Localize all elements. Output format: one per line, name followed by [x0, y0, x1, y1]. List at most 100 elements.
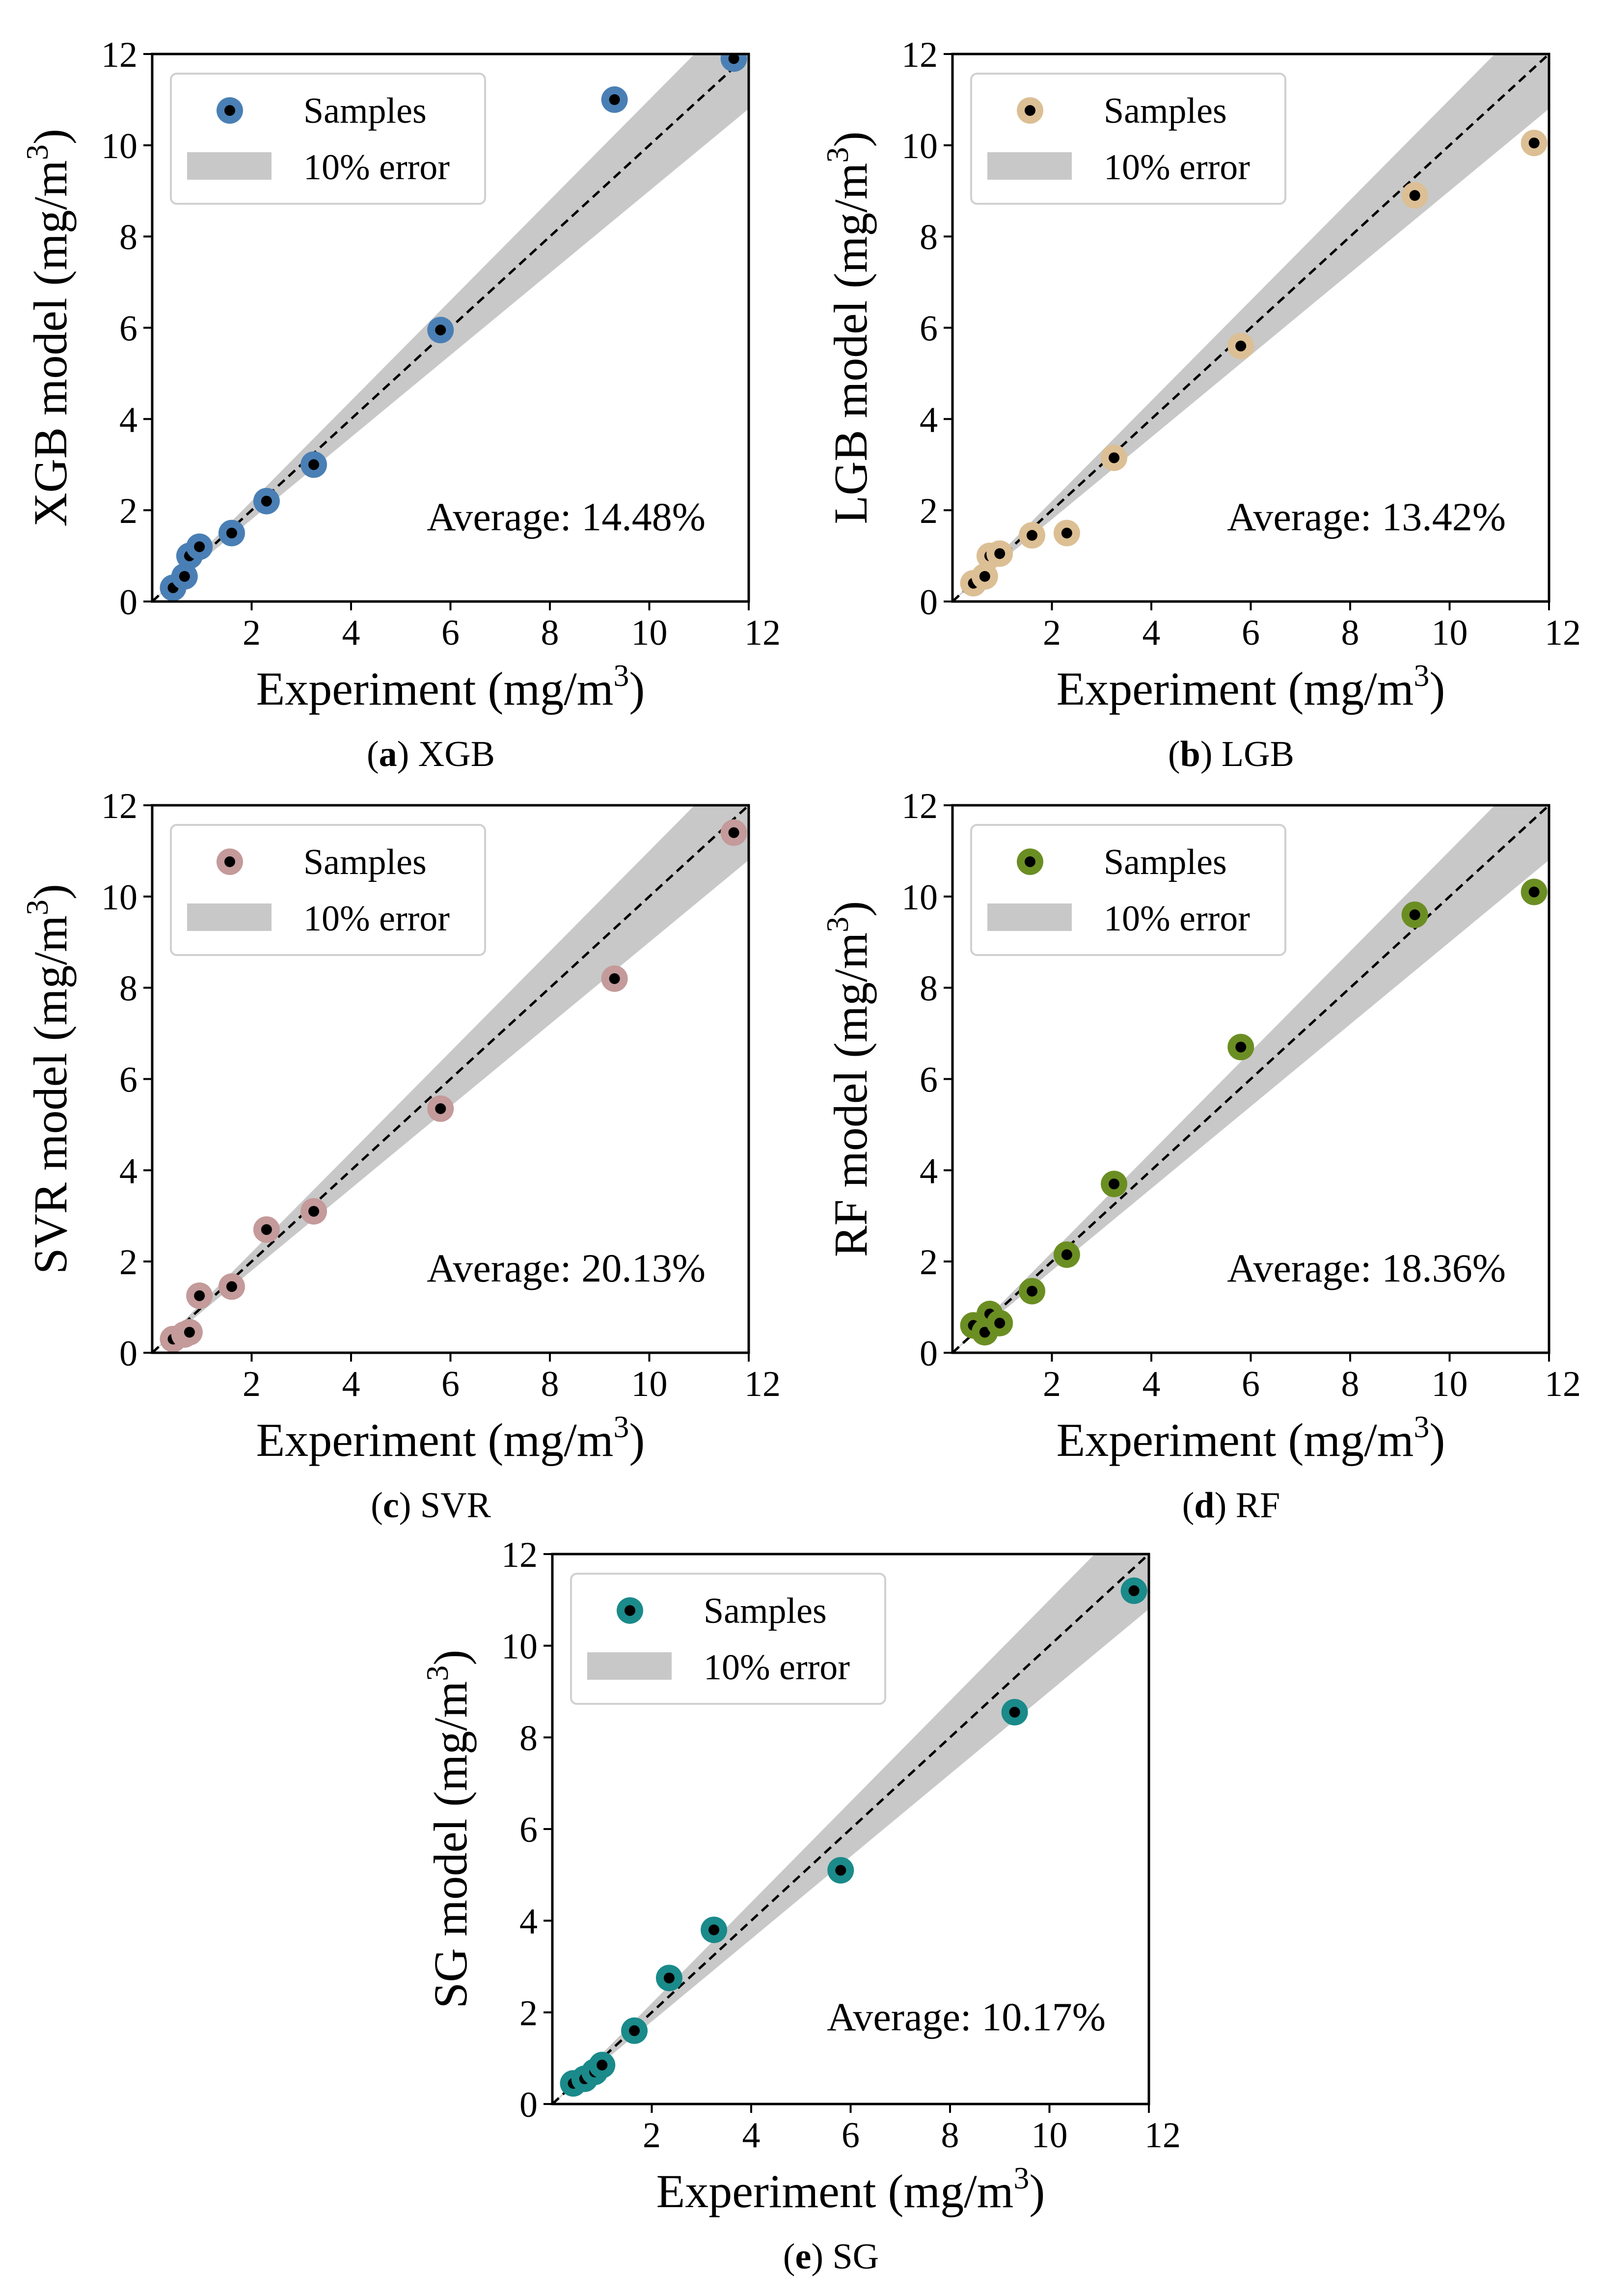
y-tick-label: 4 [119, 400, 137, 440]
data-point-center [226, 527, 237, 539]
data-point-center [1027, 1285, 1037, 1297]
data-point [827, 1857, 854, 1884]
panel-rf: 2 4 6 8 10 12 0 2 4 6 8 10 12 Experiment (mg/m3) RF mo… [820, 786, 1581, 1526]
legend-band-label: 10% error [1104, 147, 1250, 188]
x-axis-title: Experiment (mg/m3) [1057, 658, 1445, 715]
data-point [1053, 1241, 1080, 1268]
legend-band-label: 10% error [704, 1647, 850, 1688]
panel-caption: (a) XGB [367, 734, 495, 774]
y-axis-title: SG model (mg/m3) [420, 1650, 477, 2009]
y-tick-label: 2 [920, 1242, 938, 1283]
legend-samples-center [1025, 856, 1035, 867]
data-point [1401, 902, 1428, 928]
legend-band-swatch [187, 152, 272, 180]
y-tick-label: 6 [519, 1810, 538, 1850]
y-tick-label: 8 [119, 218, 137, 258]
y-tick-label: 12 [101, 35, 137, 75]
data-point-center [728, 54, 739, 64]
y-tick-label: 10 [901, 877, 938, 918]
data-point [720, 54, 747, 72]
data-point-center [994, 548, 1006, 559]
x-axis-title: Experiment (mg/m3) [256, 658, 645, 715]
y-tick-label: 8 [119, 969, 137, 1009]
reference-line [952, 805, 1549, 1353]
data-point [720, 819, 747, 846]
x-tick-label: 6 [1242, 1364, 1260, 1404]
y-tick-label: 2 [119, 491, 137, 531]
x-tick-label: 10 [631, 1364, 668, 1404]
y-tick-label: 0 [119, 582, 137, 623]
y-tick-label: 4 [920, 400, 938, 440]
panel-xgb: 2 4 6 8 10 12 0 2 4 6 8 10 12 Experiment (mg/m3) XGB m… [20, 35, 781, 774]
panel-sg: 2 4 6 8 10 12 0 2 4 6 8 10 12 Experiment (mg/m3) SG mo… [420, 1535, 1181, 2277]
average-annotation: Average: 20.13% [427, 1246, 706, 1290]
y-tick-label: 8 [519, 1718, 538, 1758]
y-tick-label: 6 [920, 1060, 938, 1100]
data-point [971, 563, 998, 590]
data-point-center [261, 495, 272, 507]
x-tick-label: 12 [744, 613, 781, 653]
data-point-center [1027, 530, 1037, 541]
data-point [621, 2017, 648, 2044]
data-point-center [435, 325, 446, 336]
data-point-center [1235, 340, 1247, 352]
x-tick-label: 10 [631, 613, 668, 653]
y-tick-label: 4 [519, 1902, 538, 1942]
y-tick-label: 12 [101, 786, 137, 826]
legend-band-label: 10% error [303, 899, 450, 939]
data-point-center [194, 1290, 205, 1301]
data-point [186, 533, 213, 560]
panel-svr: 2 4 6 8 10 12 0 2 4 6 8 10 12 Experiment (mg/m3) SVR m… [20, 786, 781, 1526]
average-annotation: Average: 14.48% [427, 494, 706, 539]
data-point [601, 86, 628, 113]
data-point [300, 451, 327, 478]
data-point [1120, 1577, 1147, 1604]
x-axis-title: Experiment (mg/m3) [256, 1409, 645, 1466]
x-tick-label: 4 [1142, 613, 1161, 653]
x-tick-label: 10 [1432, 613, 1468, 653]
data-point-center [1109, 452, 1120, 464]
legend-samples-label: Samples [1104, 842, 1227, 882]
x-axis-title: Experiment (mg/m3) [1057, 1409, 1445, 1466]
data-point [253, 1216, 280, 1243]
x-tick-label: 8 [541, 613, 559, 653]
x-axis-title: Experiment (mg/m3) [656, 2160, 1045, 2217]
data-point-center [1528, 137, 1540, 149]
data-point-center [308, 1205, 320, 1217]
legend-band-swatch [587, 1652, 672, 1680]
data-point-center [226, 1281, 237, 1292]
data-point [601, 965, 628, 992]
y-tick-label: 10 [101, 877, 137, 918]
data-point [1001, 1699, 1028, 1725]
data-point-center [609, 973, 620, 984]
y-tick-label: 4 [920, 1151, 938, 1191]
y-tick-label: 0 [119, 1334, 137, 1374]
data-point-center [1235, 1041, 1247, 1053]
legend-samples-center [224, 105, 235, 116]
x-tick-label: 12 [1144, 2115, 1181, 2156]
legend-samples-center [224, 856, 235, 867]
x-tick-label: 4 [1142, 1364, 1161, 1404]
plot-area-svr [152, 805, 749, 1353]
y-tick-label: 12 [501, 1535, 538, 1575]
data-point-center [1061, 1249, 1072, 1260]
data-point [218, 519, 245, 547]
data-point-center [194, 541, 205, 552]
data-point-center [994, 1317, 1006, 1329]
legend-samples-center [1025, 105, 1035, 116]
plot-area-lgb [952, 54, 1549, 601]
y-tick-label: 0 [920, 582, 938, 623]
x-tick-label: 10 [1032, 2115, 1068, 2156]
x-tick-label: 6 [842, 2115, 860, 2156]
x-tick-label: 8 [1341, 613, 1359, 653]
plot-area-xgb [152, 54, 749, 601]
data-point [171, 563, 198, 590]
data-point-center [261, 1224, 272, 1235]
panel-caption: (b) LGB [1168, 734, 1294, 774]
data-point-center [1109, 1178, 1120, 1190]
data-point-center [1409, 190, 1420, 201]
x-tick-label: 2 [243, 1364, 261, 1404]
data-point [589, 2051, 616, 2078]
y-tick-label: 2 [519, 1993, 538, 2033]
